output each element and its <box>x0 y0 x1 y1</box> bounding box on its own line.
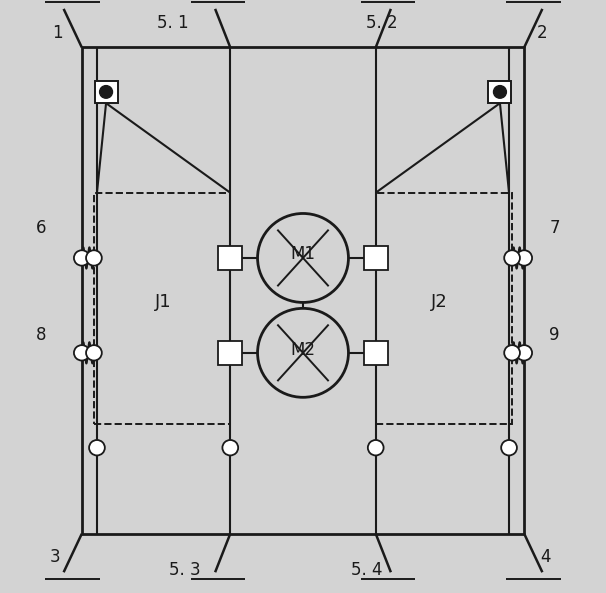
Circle shape <box>516 345 532 361</box>
Text: M1: M1 <box>290 245 316 263</box>
Text: 6: 6 <box>36 219 47 237</box>
Bar <box>218 341 242 365</box>
Circle shape <box>501 440 517 455</box>
Bar <box>488 81 511 103</box>
Text: 3: 3 <box>49 549 60 566</box>
Circle shape <box>504 345 520 361</box>
Circle shape <box>493 85 507 98</box>
Text: 5. 3: 5. 3 <box>169 562 201 579</box>
Circle shape <box>74 250 90 266</box>
Text: 5. 2: 5. 2 <box>366 14 398 31</box>
Circle shape <box>86 345 102 361</box>
Text: M2: M2 <box>290 341 316 359</box>
Bar <box>95 81 118 103</box>
Text: 7: 7 <box>549 219 560 237</box>
Bar <box>364 341 388 365</box>
Bar <box>364 246 388 270</box>
Text: 4: 4 <box>540 549 551 566</box>
Text: 9: 9 <box>549 326 560 344</box>
Circle shape <box>99 85 113 98</box>
Circle shape <box>86 250 102 266</box>
Bar <box>82 47 524 534</box>
Circle shape <box>89 440 105 455</box>
Circle shape <box>222 440 238 455</box>
Text: 8: 8 <box>36 326 47 344</box>
Bar <box>94 193 230 424</box>
Text: 5. 1: 5. 1 <box>157 14 188 31</box>
Bar <box>376 193 512 424</box>
Circle shape <box>504 250 520 266</box>
Text: 2: 2 <box>537 24 548 42</box>
Circle shape <box>74 345 90 361</box>
Circle shape <box>516 250 532 266</box>
Bar <box>218 246 242 270</box>
Text: J2: J2 <box>431 294 448 311</box>
Text: 1: 1 <box>52 24 63 42</box>
Circle shape <box>368 440 384 455</box>
Text: J1: J1 <box>155 294 172 311</box>
Text: 5. 4: 5. 4 <box>351 562 382 579</box>
